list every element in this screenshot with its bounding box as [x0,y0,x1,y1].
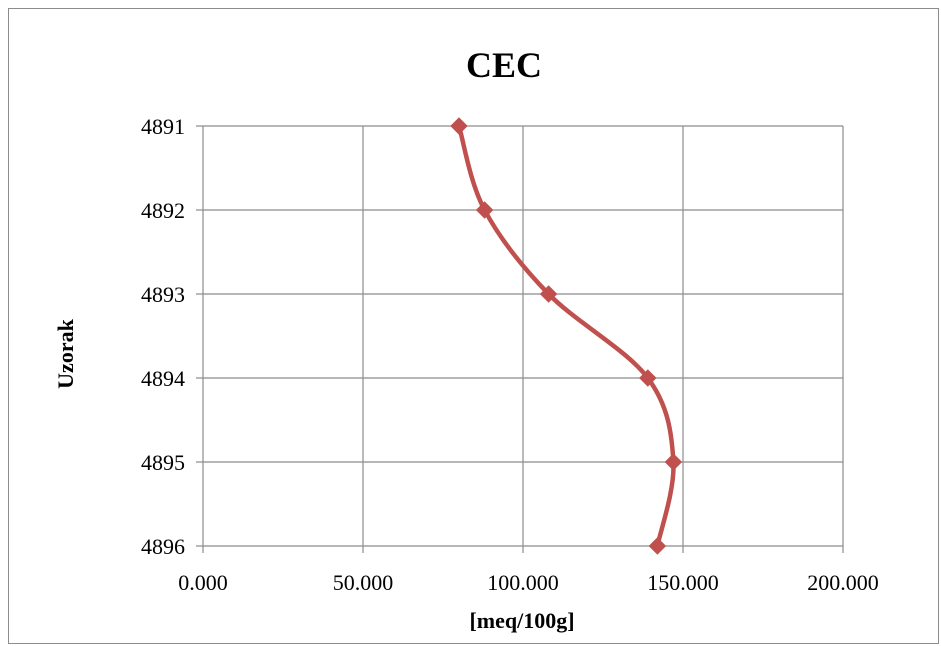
y-tick-label: 4896 [141,534,185,559]
x-axis-title: [meq/100g] [469,608,574,633]
x-tick-label: 200.000 [807,570,879,595]
chart-title: CEC [466,45,542,85]
y-tick-label: 4893 [141,282,185,307]
x-tick-label: 50.000 [333,570,394,595]
y-tick-label: 4894 [141,366,185,391]
y-tick-label: 4891 [141,114,185,139]
x-tick-label: 100.000 [487,570,559,595]
chart-frame [8,8,939,644]
label-layer: 4891 4892 4893 4894 4895 4896 0.000 50.000 100.0… [141,114,879,595]
grid-layer [196,125,844,553]
series-layer [450,117,683,555]
series-line [456,123,676,549]
y-tick-label: 4892 [141,198,185,223]
y-tick-label: 4895 [141,450,185,475]
y-axis-title: Uzorak [53,318,78,388]
data-point-marker [664,453,683,471]
x-tick-label: 0.000 [178,570,228,595]
data-point-marker [639,369,657,387]
data-point-marker [648,537,667,555]
data-point-marker [475,201,494,219]
data-point-marker [539,285,558,303]
data-point-marker [450,117,468,135]
x-tick-label: 150.000 [647,570,719,595]
